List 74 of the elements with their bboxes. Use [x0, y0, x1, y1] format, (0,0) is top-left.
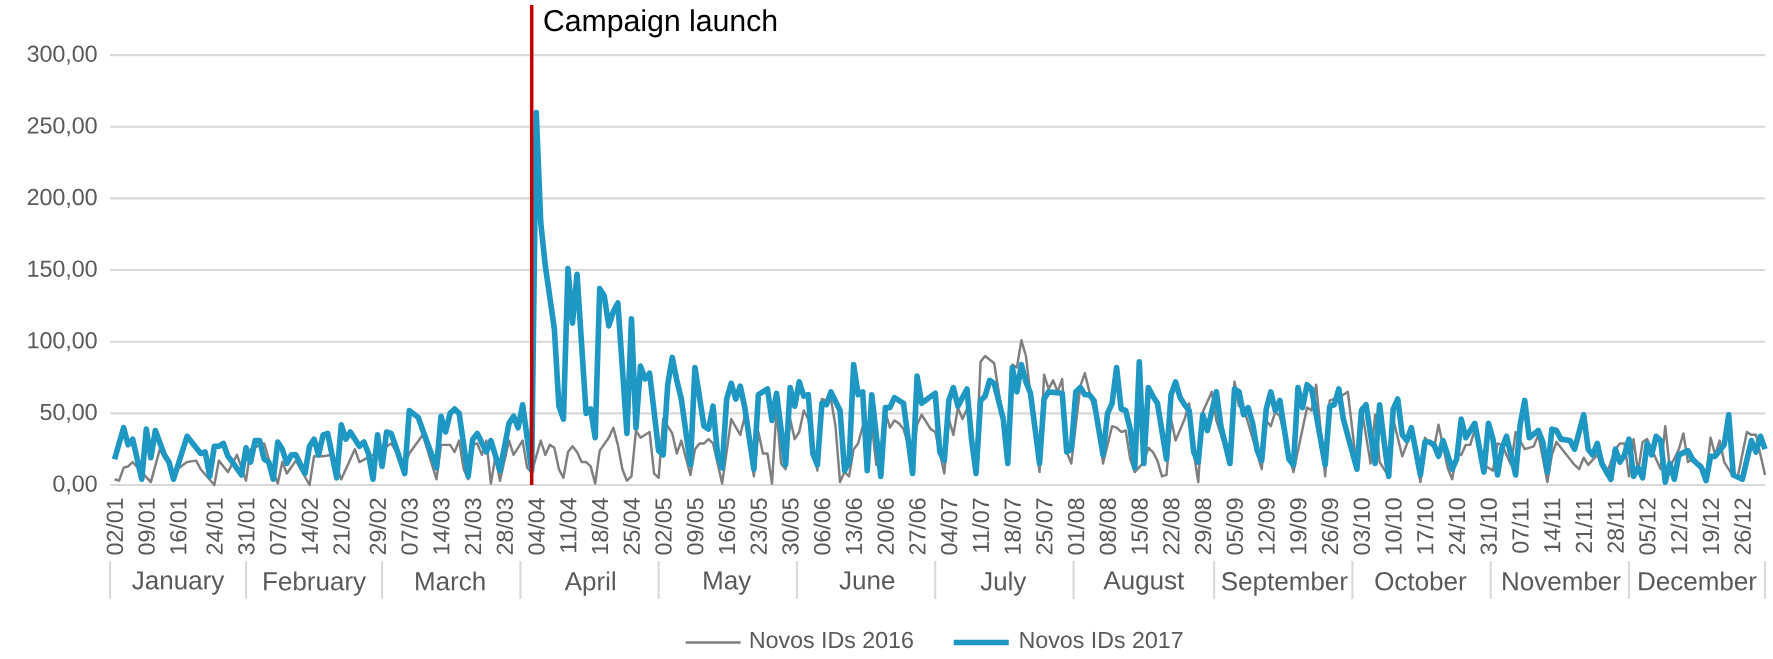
x-tick-label: 23/05 [749, 498, 767, 555]
x-tick-label: 27/06 [908, 498, 926, 555]
x-tick-label: 16/05 [718, 498, 736, 554]
x-tick-label: 21/02 [332, 498, 350, 555]
x-tick-label: 01/08 [1067, 498, 1085, 555]
x-tick-label: 07/11 [1511, 498, 1529, 553]
x-tick-label: 14/03 [432, 498, 450, 554]
x2-tick-label: August [1103, 571, 1185, 595]
y-tick-label: 200,00 [27, 188, 97, 209]
x-tick-label: 07/02 [269, 498, 287, 555]
x-tick-label: 25/04 [622, 498, 640, 555]
x-tick-label: 24/01 [205, 498, 223, 555]
x-tick-label: 26/09 [1321, 498, 1339, 555]
y-tick-label: 150,00 [28, 260, 97, 280]
x-tick-label: 13/06 [845, 498, 863, 554]
x-tick-label: 02/01 [106, 498, 124, 555]
x-tick-label: 24/10 [1448, 498, 1466, 555]
x-tick-label: 19/12 [1702, 498, 1720, 554]
x-tick-label: 11/07 [972, 498, 990, 552]
x2-tick-label: September [1221, 571, 1348, 596]
x-tick-label: 10/10 [1384, 498, 1402, 554]
x-tick-label: 04/07 [940, 498, 958, 555]
x-tick-label: 12/09 [1257, 498, 1275, 554]
x-tick-label: 18/04 [591, 498, 609, 554]
x-tick-label: 05/09 [1225, 498, 1244, 555]
x-tick-label: 21/03 [464, 498, 482, 555]
x-tick-label: 03/10 [1352, 498, 1370, 555]
ref-line-label: Campaign launch [544, 9, 777, 38]
x-tick-label: 15/08 [1130, 498, 1148, 554]
x-tick-label: 06/06 [813, 498, 831, 555]
x2-tick-label: October [1375, 571, 1467, 591]
legend-label: Novos IDs 2017 [1020, 631, 1183, 649]
x-tick-label: 17/10 [1416, 498, 1434, 554]
x-tick-label: 19/09 [1289, 498, 1307, 554]
x2-tick-label: July [980, 571, 1027, 596]
x2-tick-label: April [564, 571, 615, 596]
x2-tick-label: May [704, 571, 752, 595]
x-tick-label: 25/07 [1035, 498, 1053, 555]
x-tick-label: 14/11 [1543, 498, 1561, 552]
x-tick-label: 21/11 [1575, 498, 1593, 553]
x-tick-label: 31/10 [1479, 498, 1497, 555]
x-tick-label: 22/08 [1162, 498, 1180, 555]
x-tick-label: 07/03 [400, 498, 418, 555]
x-tick-label: 26/12 [1733, 498, 1751, 555]
legend-label: Novos IDs 2016 [750, 631, 913, 649]
x2-tick-label: December [1639, 571, 1757, 591]
x-tick-label: 31/01 [237, 498, 255, 555]
x2-tick-label: November [1503, 571, 1621, 591]
x-tick-label: 04/04 [527, 498, 545, 555]
x-tick-label: 11/04 [559, 498, 577, 552]
x-tick-label: 09/01 [137, 498, 155, 555]
x-tick-label: 28/11 [1606, 498, 1624, 553]
x-tick-label: 29/02 [369, 498, 387, 555]
y-tick-label: 300,00 [27, 45, 97, 65]
x-tick-label: 02/05 [654, 498, 672, 555]
x-tick-label: 05/12 [1638, 498, 1656, 555]
x2-tick-label: January [132, 571, 225, 595]
y-tick-label: 250,00 [27, 117, 97, 137]
x-tick-label: 28/03 [495, 498, 513, 555]
x-tick-label: 08/08 [1099, 498, 1117, 555]
x-tick-label: 30/05 [781, 498, 799, 555]
x-tick-label: 20/06 [876, 498, 894, 555]
y-tick-label: 50,00 [40, 403, 97, 423]
y-tick-label: 100,00 [28, 332, 97, 352]
y-tick-label: 0,00 [53, 475, 97, 495]
x-tick-label: 12/12 [1670, 498, 1688, 554]
x-tick-label: 14/02 [301, 498, 319, 554]
x2-tick-label: June [839, 571, 895, 590]
x-tick-label: 09/05 [686, 498, 704, 555]
x2-tick-label: February [264, 571, 367, 596]
x2-tick-label: March [416, 571, 485, 591]
x-tick-label: 16/01 [169, 498, 187, 554]
x-tick-label: 18/07 [1003, 498, 1021, 554]
x-tick-label: 29/08 [1194, 498, 1212, 555]
